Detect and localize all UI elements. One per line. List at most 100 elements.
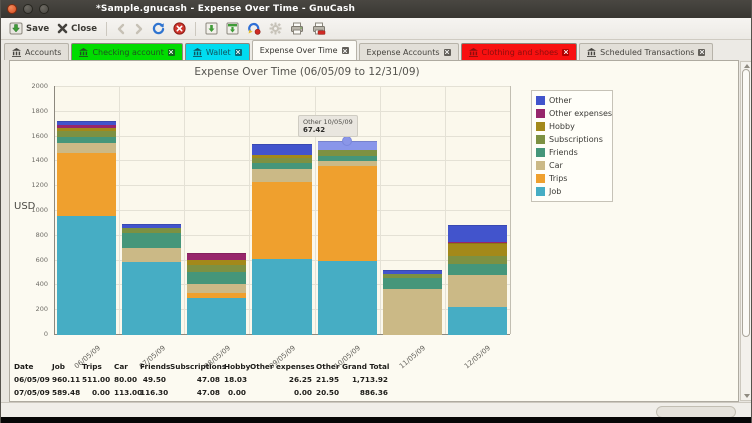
report-view: Expense Over Time (06/05/09 to 12/31/09)… <box>9 60 739 402</box>
bar-segment-subscriptions[interactable] <box>57 129 117 137</box>
tab-scheduled-transactions[interactable]: Scheduled Transactions <box>579 43 714 60</box>
tab-bar: Accounts Checking account Wallet Expense Ov… <box>1 40 751 60</box>
window-maximize-button[interactable] <box>39 4 49 14</box>
bar-segment-other-expenses[interactable] <box>187 252 247 260</box>
window-close-button[interactable] <box>7 4 17 14</box>
bar-segment-job[interactable] <box>57 214 117 335</box>
tab-close-icon[interactable] <box>167 48 175 56</box>
bar-segment-subscriptions[interactable] <box>187 263 247 272</box>
tab-close-icon[interactable] <box>341 47 349 54</box>
table-cell-value: 80.00 <box>114 375 138 384</box>
gridline-h <box>54 110 510 112</box>
tab-close-icon[interactable] <box>562 48 570 56</box>
scroll-down-arrow-icon[interactable] <box>744 394 750 398</box>
y-tick-label: 1800 <box>31 106 48 115</box>
report-options-button[interactable] <box>243 20 265 37</box>
scroll-up-arrow-icon[interactable] <box>744 64 750 68</box>
stop-button[interactable] <box>169 20 190 37</box>
table-cell-date: 07/05/09 <box>14 388 50 397</box>
legend-swatch <box>536 148 545 157</box>
table-cell-value: 960.11 <box>52 375 81 384</box>
table-header-subscriptions: Subscriptions <box>170 362 227 371</box>
bar-segment-job[interactable] <box>187 296 247 335</box>
bar-segment-trips[interactable] <box>57 151 117 216</box>
bar-segment-car[interactable] <box>447 273 507 307</box>
reload-button[interactable] <box>148 20 169 37</box>
tab-close-icon[interactable] <box>698 48 706 56</box>
tab-label: Wallet <box>205 47 231 57</box>
bar-segment-job[interactable] <box>447 305 507 335</box>
tab-checking-account[interactable]: Checking account <box>71 43 183 60</box>
print-button[interactable] <box>286 20 308 37</box>
vertical-scrollbar[interactable] <box>740 61 751 401</box>
report-data-table: Date Job Trips Car Friends Subscriptions Hobby… <box>14 361 389 398</box>
table-cell-value: 1,713.92 <box>351 375 388 384</box>
bar-segment-other[interactable] <box>382 270 442 274</box>
tab-label: Checking account <box>92 47 164 57</box>
y-tick-label: 1600 <box>31 131 48 140</box>
legend-label: Hobby <box>549 122 575 131</box>
tab-clothing-and-shoes[interactable]: Clothing and shoes <box>460 43 578 60</box>
tab-expense-over-time[interactable]: Expense Over Time <box>251 40 357 60</box>
legend-item-car: Car <box>536 159 608 172</box>
legend-item-job: Job <box>536 185 608 198</box>
scrollbar-thumb[interactable] <box>742 69 750 337</box>
bar-segment-job[interactable] <box>122 260 182 335</box>
bar-segment-job[interactable] <box>317 259 377 335</box>
table-cell-value: 113.00 <box>114 388 143 397</box>
close-button[interactable]: Close <box>53 21 101 36</box>
tab-close-icon[interactable] <box>234 48 242 56</box>
tab-label: Accounts <box>25 47 62 57</box>
bar-segment-subscriptions[interactable] <box>447 254 507 264</box>
chart-tooltip: Other 10/05/09 67.42 <box>298 115 358 137</box>
export-button[interactable] <box>201 20 222 37</box>
bar-segment-trips[interactable] <box>317 164 377 261</box>
back-button[interactable] <box>112 21 130 37</box>
bar-segment-friends[interactable] <box>122 232 182 248</box>
bar-segment-car[interactable] <box>122 246 182 262</box>
bar-segment-hobby[interactable] <box>447 242 507 256</box>
bar-segment-friends[interactable] <box>447 262 507 275</box>
bar-segment-other[interactable] <box>447 224 507 242</box>
tab-expense-accounts[interactable]: Expense Accounts <box>358 43 459 60</box>
tab-close-icon[interactable] <box>443 48 451 56</box>
forward-button[interactable] <box>130 21 148 37</box>
bar-segment-friends[interactable] <box>187 270 247 284</box>
table-cell-value: 49.50 <box>142 375 166 384</box>
bar-segment-friends[interactable] <box>57 135 117 143</box>
y-tick-label: 200 <box>35 305 48 314</box>
export-pdf-button[interactable] <box>308 20 330 37</box>
bar-segment-car[interactable] <box>382 288 442 335</box>
toolbar-separator <box>106 21 107 36</box>
export-report-button[interactable] <box>222 20 243 37</box>
y-tick-label: 0 <box>43 330 48 338</box>
legend-item-subscriptions: Subscriptions <box>536 133 608 146</box>
titlebar: *Sample.gnucash - Expense Over Time - Gn… <box>1 0 751 18</box>
tab-label: Expense Accounts <box>366 47 440 57</box>
tab-accounts[interactable]: Accounts <box>4 43 70 60</box>
bar-segment-job[interactable] <box>252 257 312 335</box>
tab-wallet[interactable]: Wallet <box>184 43 250 60</box>
bar-segment-friends[interactable] <box>252 162 312 170</box>
bar-segment-trips[interactable] <box>252 181 312 259</box>
settings-button[interactable] <box>265 20 286 37</box>
save-button[interactable]: Save <box>5 20 53 37</box>
bar-segment-other[interactable] <box>252 144 312 156</box>
gridline-v <box>444 86 446 334</box>
bar-segment-car[interactable] <box>252 168 312 183</box>
bar-segment-other-expenses[interactable] <box>447 240 507 243</box>
legend-label: Car <box>549 161 563 170</box>
bar-segment-other[interactable] <box>57 121 117 126</box>
bar-segment-subscriptions[interactable] <box>122 226 182 234</box>
window-minimize-button[interactable] <box>23 4 33 14</box>
bar-segment-car[interactable] <box>57 141 117 153</box>
bar-segment-other[interactable] <box>122 224 182 228</box>
bar-segment-friends[interactable] <box>382 276 442 290</box>
bank-icon <box>192 47 202 57</box>
bar-segment-car[interactable] <box>187 282 247 293</box>
plot-right-border <box>510 86 511 334</box>
legend-swatch <box>536 161 545 170</box>
bar-segment-subscriptions[interactable] <box>317 149 377 157</box>
legend-swatch <box>536 135 545 144</box>
y-tick-label: 2000 <box>31 82 48 90</box>
